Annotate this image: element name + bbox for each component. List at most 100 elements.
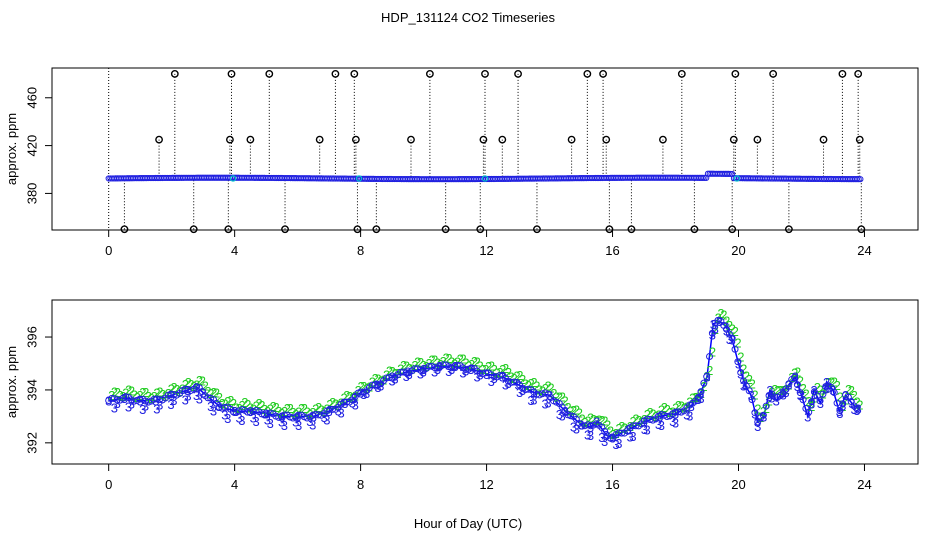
series-vertex-label: 3 xyxy=(294,409,301,424)
series-label-3: 3 xyxy=(839,398,846,413)
series-label-2: 2 xyxy=(128,384,135,399)
series-point xyxy=(238,406,246,414)
outlier-point xyxy=(753,135,762,144)
series-label-2: 2 xyxy=(275,404,282,419)
series-label-2: 2 xyxy=(485,359,492,374)
series-vertex-label: 3 xyxy=(848,396,855,411)
series-label-2: 2 xyxy=(760,404,767,419)
series-label-2: 2 xyxy=(567,404,574,419)
series-label-2: 2 xyxy=(777,383,784,398)
series-point xyxy=(706,353,714,361)
outlier-point xyxy=(819,135,828,144)
series-label-3: 3 xyxy=(128,397,135,412)
series-label-2: 2 xyxy=(374,371,381,386)
series-label-3: 3 xyxy=(405,367,412,382)
series-vertex-label: 3 xyxy=(855,401,862,416)
bottom-xtick-label: 4 xyxy=(231,477,238,492)
series-vertex-label: 3 xyxy=(688,399,695,414)
series-label-2: 2 xyxy=(658,403,665,418)
series-label-2: 2 xyxy=(647,405,654,420)
series-label-2: 2 xyxy=(505,365,512,380)
series-label-2: 2 xyxy=(284,401,291,416)
series-vertex-label: 3 xyxy=(722,319,729,334)
series-label-3: 3 xyxy=(139,402,146,417)
outlier-point xyxy=(189,225,198,234)
series-label-3: 3 xyxy=(309,418,316,433)
series-vertex-label: 3 xyxy=(810,383,817,398)
series-label-2: 2 xyxy=(836,390,843,405)
series-label-2: 2 xyxy=(156,385,163,400)
series-label-3: 3 xyxy=(516,385,523,400)
series-vertex-label: 3 xyxy=(451,359,458,374)
series-label-2: 2 xyxy=(717,306,724,321)
series-label-2: 2 xyxy=(746,372,753,387)
series-label-3: 3 xyxy=(377,379,384,394)
series-vertex-label: 3 xyxy=(785,378,792,393)
series-label-3: 3 xyxy=(207,399,214,414)
series-vertex-label: 3 xyxy=(231,404,238,419)
series-label-3: 3 xyxy=(221,408,228,423)
series-label-2: 2 xyxy=(519,372,526,387)
series-vertex-label: 3 xyxy=(263,407,270,422)
outlier-point xyxy=(407,135,415,144)
series-point xyxy=(388,374,396,382)
series-label-2: 2 xyxy=(550,386,557,401)
series-vertex-label: 3 xyxy=(420,362,427,377)
series-point xyxy=(805,408,813,416)
series-vertex-label: 3 xyxy=(168,388,175,403)
top-plot-area xyxy=(105,68,866,234)
series-label-2: 2 xyxy=(768,384,775,399)
top-y-axis-label: approx. ppm xyxy=(4,113,19,185)
series-label-3: 3 xyxy=(210,403,217,418)
series-label-2: 2 xyxy=(573,402,580,417)
series-label-2: 2 xyxy=(513,369,520,384)
series-vertex-label: 3 xyxy=(152,394,159,409)
baseline-point xyxy=(701,174,708,182)
outlier-point xyxy=(855,135,864,144)
series-label-3: 3 xyxy=(542,396,549,411)
series-label-2: 2 xyxy=(346,389,353,404)
x-axis-label: Hour of Day (UTC) xyxy=(414,516,522,531)
series-label-3: 3 xyxy=(686,409,693,424)
series-label-2: 2 xyxy=(182,377,189,392)
series-label-3: 3 xyxy=(167,397,174,412)
series-label-3: 3 xyxy=(587,428,594,443)
series-label-2: 2 xyxy=(185,375,192,390)
bottom-xtick-label: 12 xyxy=(479,477,493,492)
bottom-xtick-label: 20 xyxy=(731,477,745,492)
series-label-2: 2 xyxy=(706,363,713,378)
series-point xyxy=(734,358,742,366)
outlier-point xyxy=(246,135,255,144)
series-label-3: 3 xyxy=(420,365,427,380)
series-label-2: 2 xyxy=(196,373,203,388)
series-label-2: 2 xyxy=(856,398,863,413)
series-label-3: 3 xyxy=(712,322,719,337)
series-label-2: 2 xyxy=(255,396,262,411)
series-vertex-label: 3 xyxy=(779,386,786,401)
series-point xyxy=(853,405,861,413)
series-label-2: 2 xyxy=(117,388,124,403)
series-label-3: 3 xyxy=(267,416,274,431)
series-point xyxy=(697,388,705,396)
top-y-axis: 380 420 460 xyxy=(24,87,52,204)
series-vertex-label: 3 xyxy=(247,404,254,419)
series-label-2: 2 xyxy=(448,354,455,369)
series-label-2: 2 xyxy=(553,390,560,405)
series-label-2: 2 xyxy=(400,358,407,373)
series-label-2: 2 xyxy=(332,397,339,412)
outlier-point xyxy=(854,69,863,78)
series-vertex-label: 3 xyxy=(514,378,521,393)
series-vertex-label: 3 xyxy=(817,396,824,411)
outlier-point xyxy=(583,69,592,78)
series-point xyxy=(737,368,745,376)
series-label-2: 2 xyxy=(326,397,333,412)
series-label-2: 2 xyxy=(604,417,611,432)
series-point xyxy=(819,390,827,398)
series-label-2: 2 xyxy=(522,377,529,392)
series-label-2: 2 xyxy=(199,374,206,389)
series-vertex-label: 3 xyxy=(798,388,805,403)
series-label-2: 2 xyxy=(743,368,750,383)
series-vertex-label: 3 xyxy=(310,409,317,424)
outlier-point xyxy=(731,69,740,78)
series-vertex-label: 3 xyxy=(388,370,395,385)
